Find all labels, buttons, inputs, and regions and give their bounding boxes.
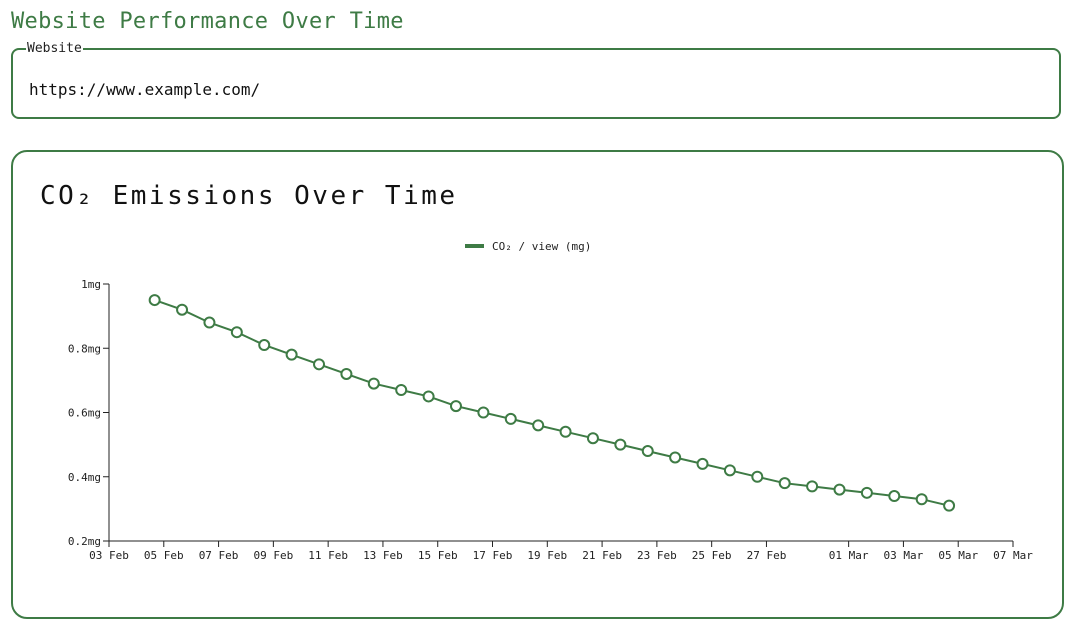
data-point — [778, 477, 791, 490]
data-point — [449, 400, 462, 413]
data-point — [477, 406, 490, 419]
x-tick-label: 23 Feb — [637, 549, 677, 562]
series-line — [154, 299, 950, 507]
data-point — [915, 493, 928, 506]
data-point — [395, 384, 408, 397]
page-title: Website Performance Over Time — [11, 9, 404, 34]
x-tick-label: 19 Feb — [527, 549, 567, 562]
data-point — [669, 451, 682, 464]
data-point — [586, 432, 599, 445]
x-tick-label: 03 Mar — [884, 549, 924, 562]
x-tick-label: 05 Mar — [938, 549, 978, 562]
data-point — [532, 419, 545, 432]
x-tick-label: 01 Mar — [829, 549, 869, 562]
data-point — [230, 326, 243, 339]
x-tick-label: 11 Feb — [308, 549, 348, 562]
website-fieldset: Website — [11, 41, 1061, 119]
data-point — [723, 464, 736, 477]
x-tick-label: 17 Feb — [473, 549, 513, 562]
data-point — [943, 499, 956, 512]
x-tick-label: 05 Feb — [144, 549, 184, 562]
x-tick-label: 13 Feb — [363, 549, 403, 562]
x-tick-label: 21 Feb — [582, 549, 622, 562]
data-point — [176, 303, 189, 316]
data-point — [203, 316, 216, 329]
data-point — [860, 486, 873, 499]
data-point — [888, 490, 901, 503]
data-point — [751, 470, 764, 483]
legend-label: CO₂ / view (mg) — [492, 240, 591, 253]
y-tick-label: 0.4mg — [68, 471, 101, 484]
data-point — [367, 377, 380, 390]
data-point — [559, 425, 572, 438]
y-tick-label: 1mg — [81, 278, 101, 291]
y-tick-label: 0.6mg — [68, 407, 101, 420]
data-point — [313, 358, 326, 371]
data-point — [422, 390, 435, 403]
data-point — [696, 457, 709, 470]
data-point — [340, 367, 353, 380]
x-tick-label: 27 Feb — [747, 549, 787, 562]
chart-card: CO₂ Emissions Over Time — [11, 150, 1064, 619]
chart-title: CO₂ Emissions Over Time — [40, 181, 458, 211]
y-tick-label: 0.2mg — [68, 535, 101, 548]
data-point — [833, 483, 846, 496]
x-tick-label: 15 Feb — [418, 549, 458, 562]
y-tick-label: 0.8mg — [68, 342, 101, 355]
x-tick-label: 03 Feb — [89, 549, 129, 562]
data-point — [285, 348, 298, 361]
legend-swatch — [465, 244, 484, 248]
x-tick-label: 07 Feb — [199, 549, 239, 562]
data-point — [641, 445, 654, 458]
data-point — [504, 412, 517, 425]
data-point — [614, 438, 627, 451]
x-tick-label: 09 Feb — [253, 549, 293, 562]
data-point — [806, 480, 819, 493]
data-point — [148, 294, 161, 307]
x-tick-label: 25 Feb — [692, 549, 732, 562]
x-tick-label: 07 Mar — [993, 549, 1033, 562]
website-field-label: Website — [26, 41, 83, 57]
website-url-input[interactable] — [29, 80, 1039, 100]
data-point — [258, 339, 271, 352]
